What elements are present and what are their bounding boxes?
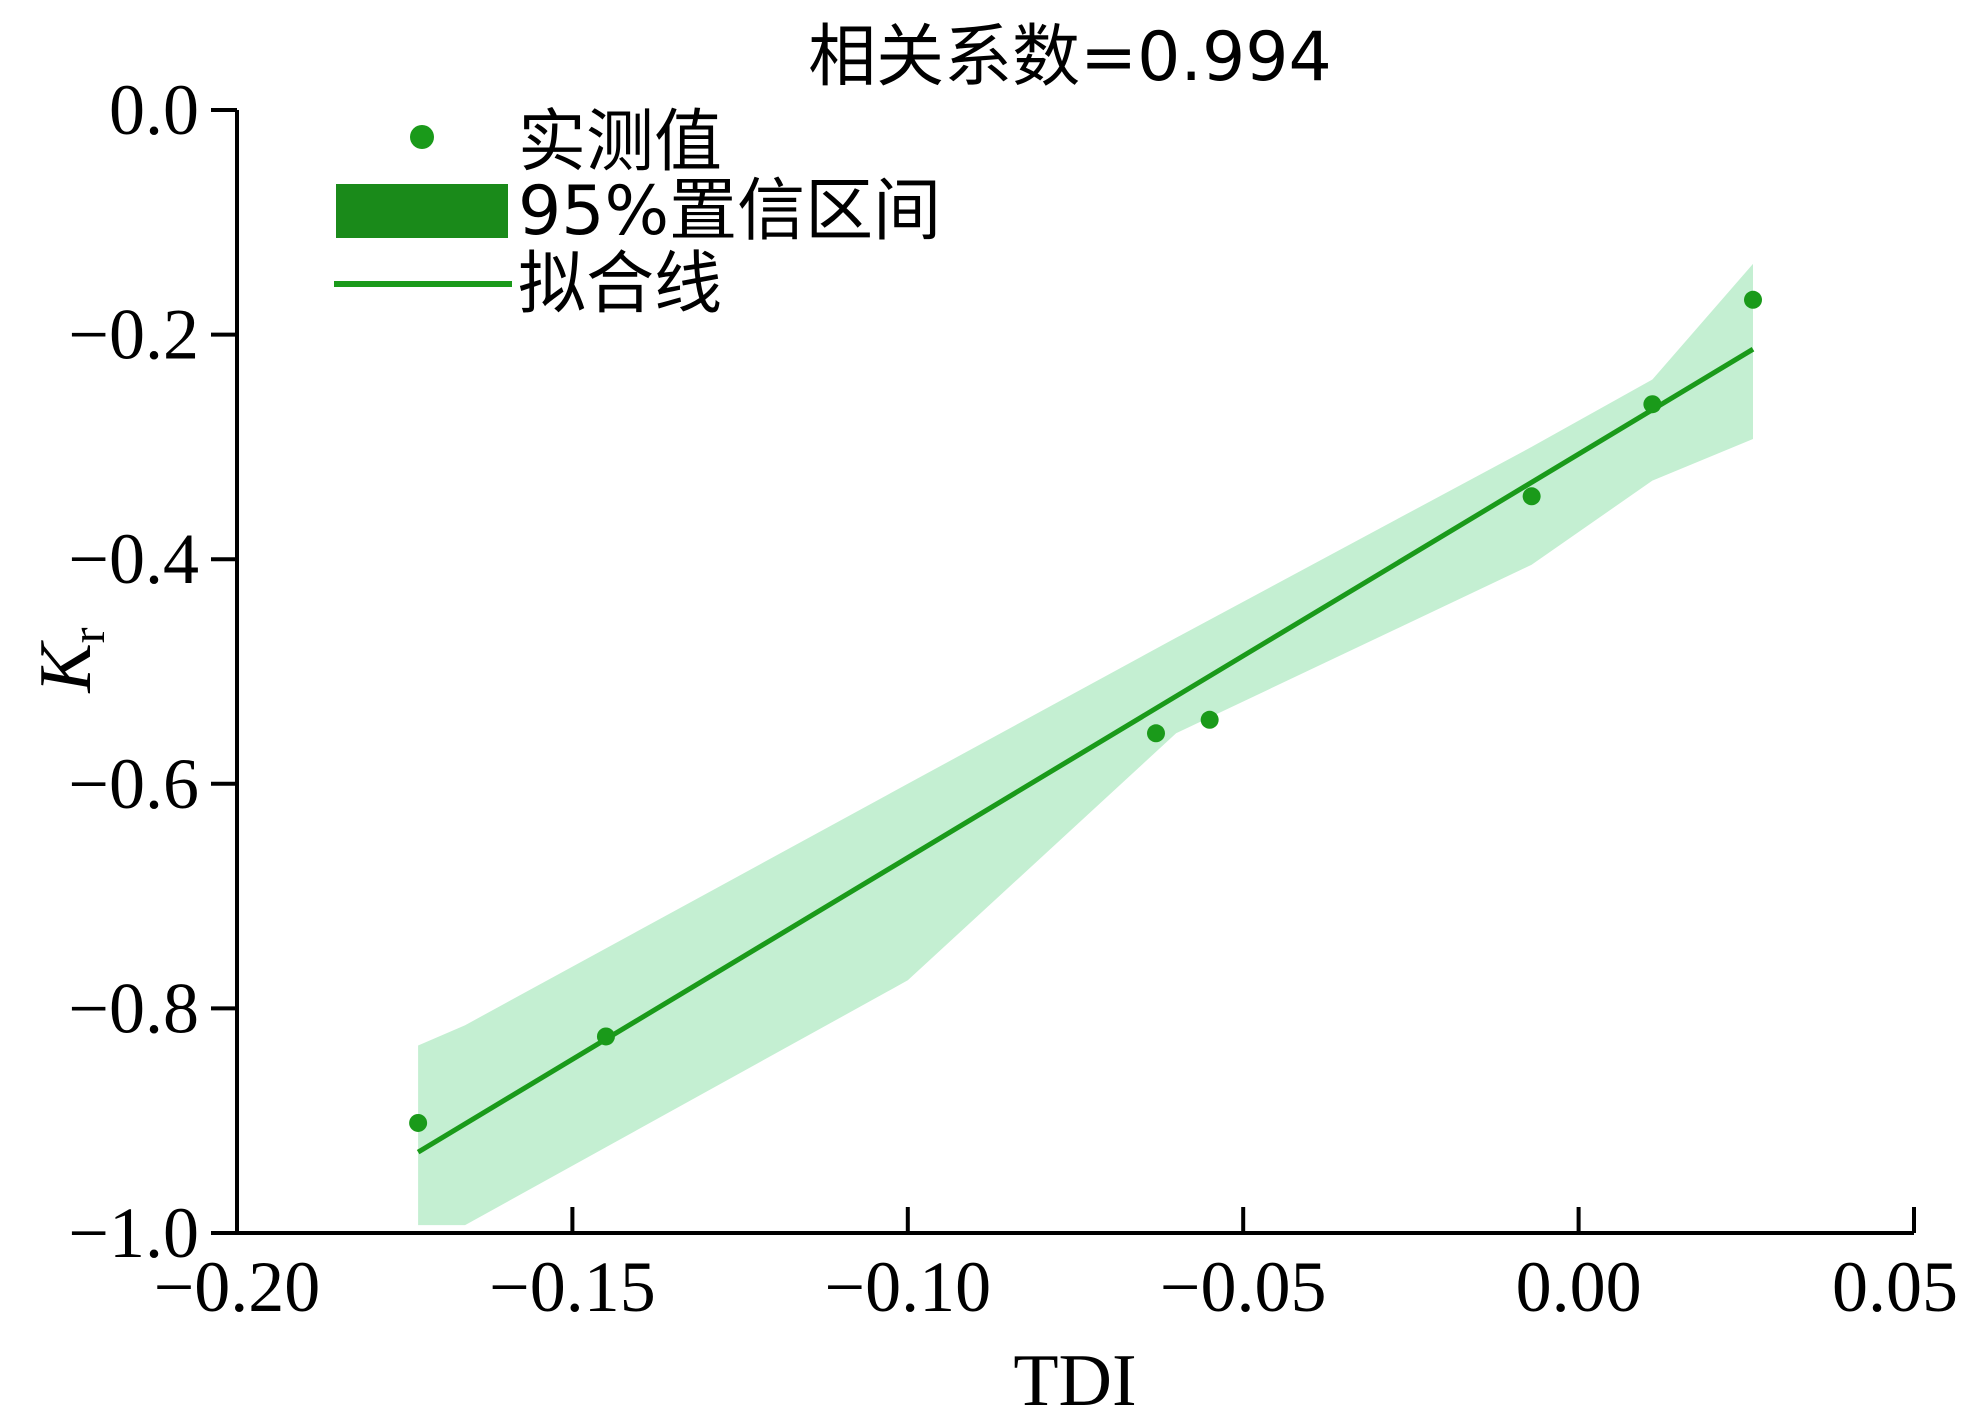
data-point [409, 1113, 428, 1132]
y-tick-label: −0.2 [68, 295, 199, 375]
y-tick-label: −0.8 [68, 968, 199, 1048]
y-tick-label: 0.0 [109, 70, 199, 150]
legend-point-marker [410, 125, 434, 149]
fit-line [416, 347, 1755, 1155]
data-points-layer [409, 290, 1763, 1132]
chart-title: 相关系数=0.994 [808, 18, 1332, 97]
data-point [596, 1027, 615, 1046]
data-point [1744, 290, 1763, 309]
data-point [1146, 724, 1165, 743]
svg-text:Kr: Kr [25, 627, 115, 693]
data-point [1643, 395, 1662, 414]
x-tick-label: −0.10 [824, 1247, 991, 1327]
data-point [1522, 487, 1541, 506]
x-tick-label: −0.05 [1160, 1247, 1327, 1327]
y-tick-label: −0.4 [68, 519, 199, 599]
x-tick-label: 0.05 [1832, 1247, 1958, 1327]
legend: 实测值 95%置信区间 拟合线 [334, 103, 941, 324]
y-axis-title: Kr [25, 627, 115, 693]
y-axis-title-sub: r [62, 627, 115, 643]
x-tick-label: −0.15 [489, 1247, 656, 1327]
legend-label-measured: 实测值 [518, 103, 722, 182]
legend-label-fit: 拟合线 [518, 245, 722, 324]
x-axis-title: TDI [1013, 1340, 1136, 1422]
y-tick-label: −1.0 [68, 1193, 199, 1273]
y-tick-label: −0.6 [68, 744, 199, 824]
data-point [1200, 710, 1219, 729]
fit-line-layer [416, 347, 1755, 1155]
axes: 0.0 −0.2 −0.4 −0.6 −0.8 −1.0−0.20 −0.15 −0.10 −0… [68, 70, 1958, 1327]
x-tick-label: −0.20 [154, 1247, 321, 1327]
y-axis-title-main: K [25, 640, 107, 694]
x-tick-label: 0.00 [1516, 1247, 1642, 1327]
legend-band-swatch [336, 184, 508, 238]
confidence-band-layer [418, 263, 1754, 1226]
legend-label-band: 95%置信区间 [518, 172, 941, 251]
confidence-band [418, 263, 1754, 1226]
